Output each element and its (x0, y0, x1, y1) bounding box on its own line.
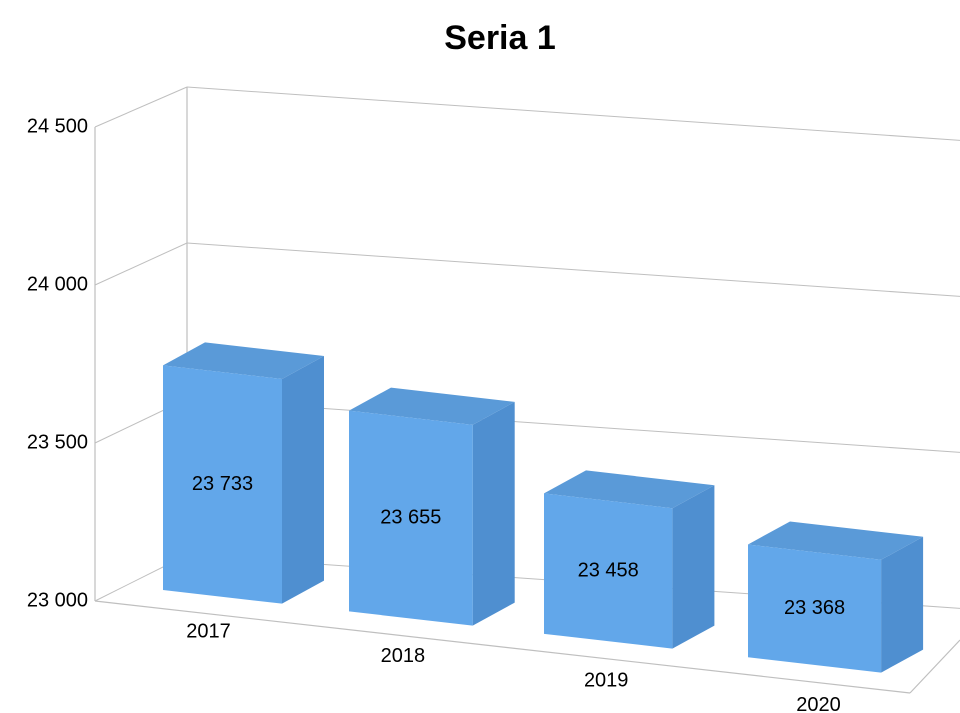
floor-front (94, 600, 911, 694)
bar-side (472, 401, 515, 626)
value-label: 23 733 (192, 473, 253, 495)
bar-front (544, 493, 673, 649)
bar (748, 521, 924, 673)
floor-right (909, 639, 960, 694)
value-label: 23 655 (380, 506, 441, 528)
bar-front (163, 365, 282, 604)
y-tick-label: 23 000 (27, 589, 88, 611)
bar (349, 387, 515, 626)
value-label: 23 368 (784, 597, 845, 619)
y-tick-label: 24 000 (27, 273, 88, 295)
bar-side (282, 356, 324, 604)
y-tick-label: 24 500 (27, 115, 88, 137)
bar-top (349, 387, 515, 425)
tick-line (94, 86, 188, 128)
bar-front (349, 410, 473, 626)
bar (163, 342, 324, 604)
tick-line (94, 242, 188, 286)
bar-top (163, 342, 324, 380)
grid-line (186, 86, 960, 141)
bar-front (748, 544, 882, 673)
chart-title: Seria 1 (444, 19, 556, 57)
y-tick-label: 23 500 (27, 431, 88, 453)
bar (544, 470, 715, 649)
x-tick-label: 2020 (796, 694, 841, 713)
grid-line (186, 242, 960, 297)
x-tick-label: 2019 (584, 669, 629, 691)
bar-side (881, 536, 924, 673)
x-tick-label: 2017 (186, 620, 231, 642)
bar-top (748, 521, 924, 560)
bar-side (672, 485, 715, 649)
bar-top (544, 470, 715, 509)
x-tick-label: 2018 (381, 645, 426, 667)
value-label: 23 458 (578, 559, 639, 581)
